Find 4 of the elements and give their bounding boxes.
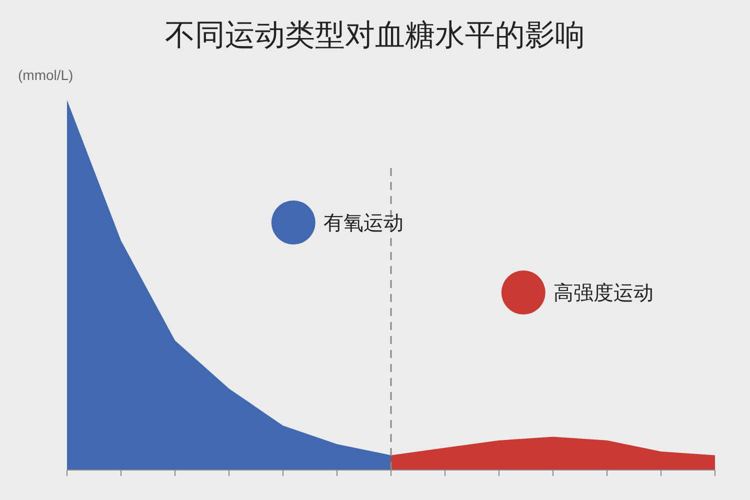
chart-title: 不同运动类型对血糖水平的影响: [165, 19, 585, 52]
legend-label: 高强度运动: [553, 282, 654, 304]
legend-label: 有氧运动: [323, 212, 404, 234]
y-axis-title: (mmol/L): [18, 67, 74, 83]
